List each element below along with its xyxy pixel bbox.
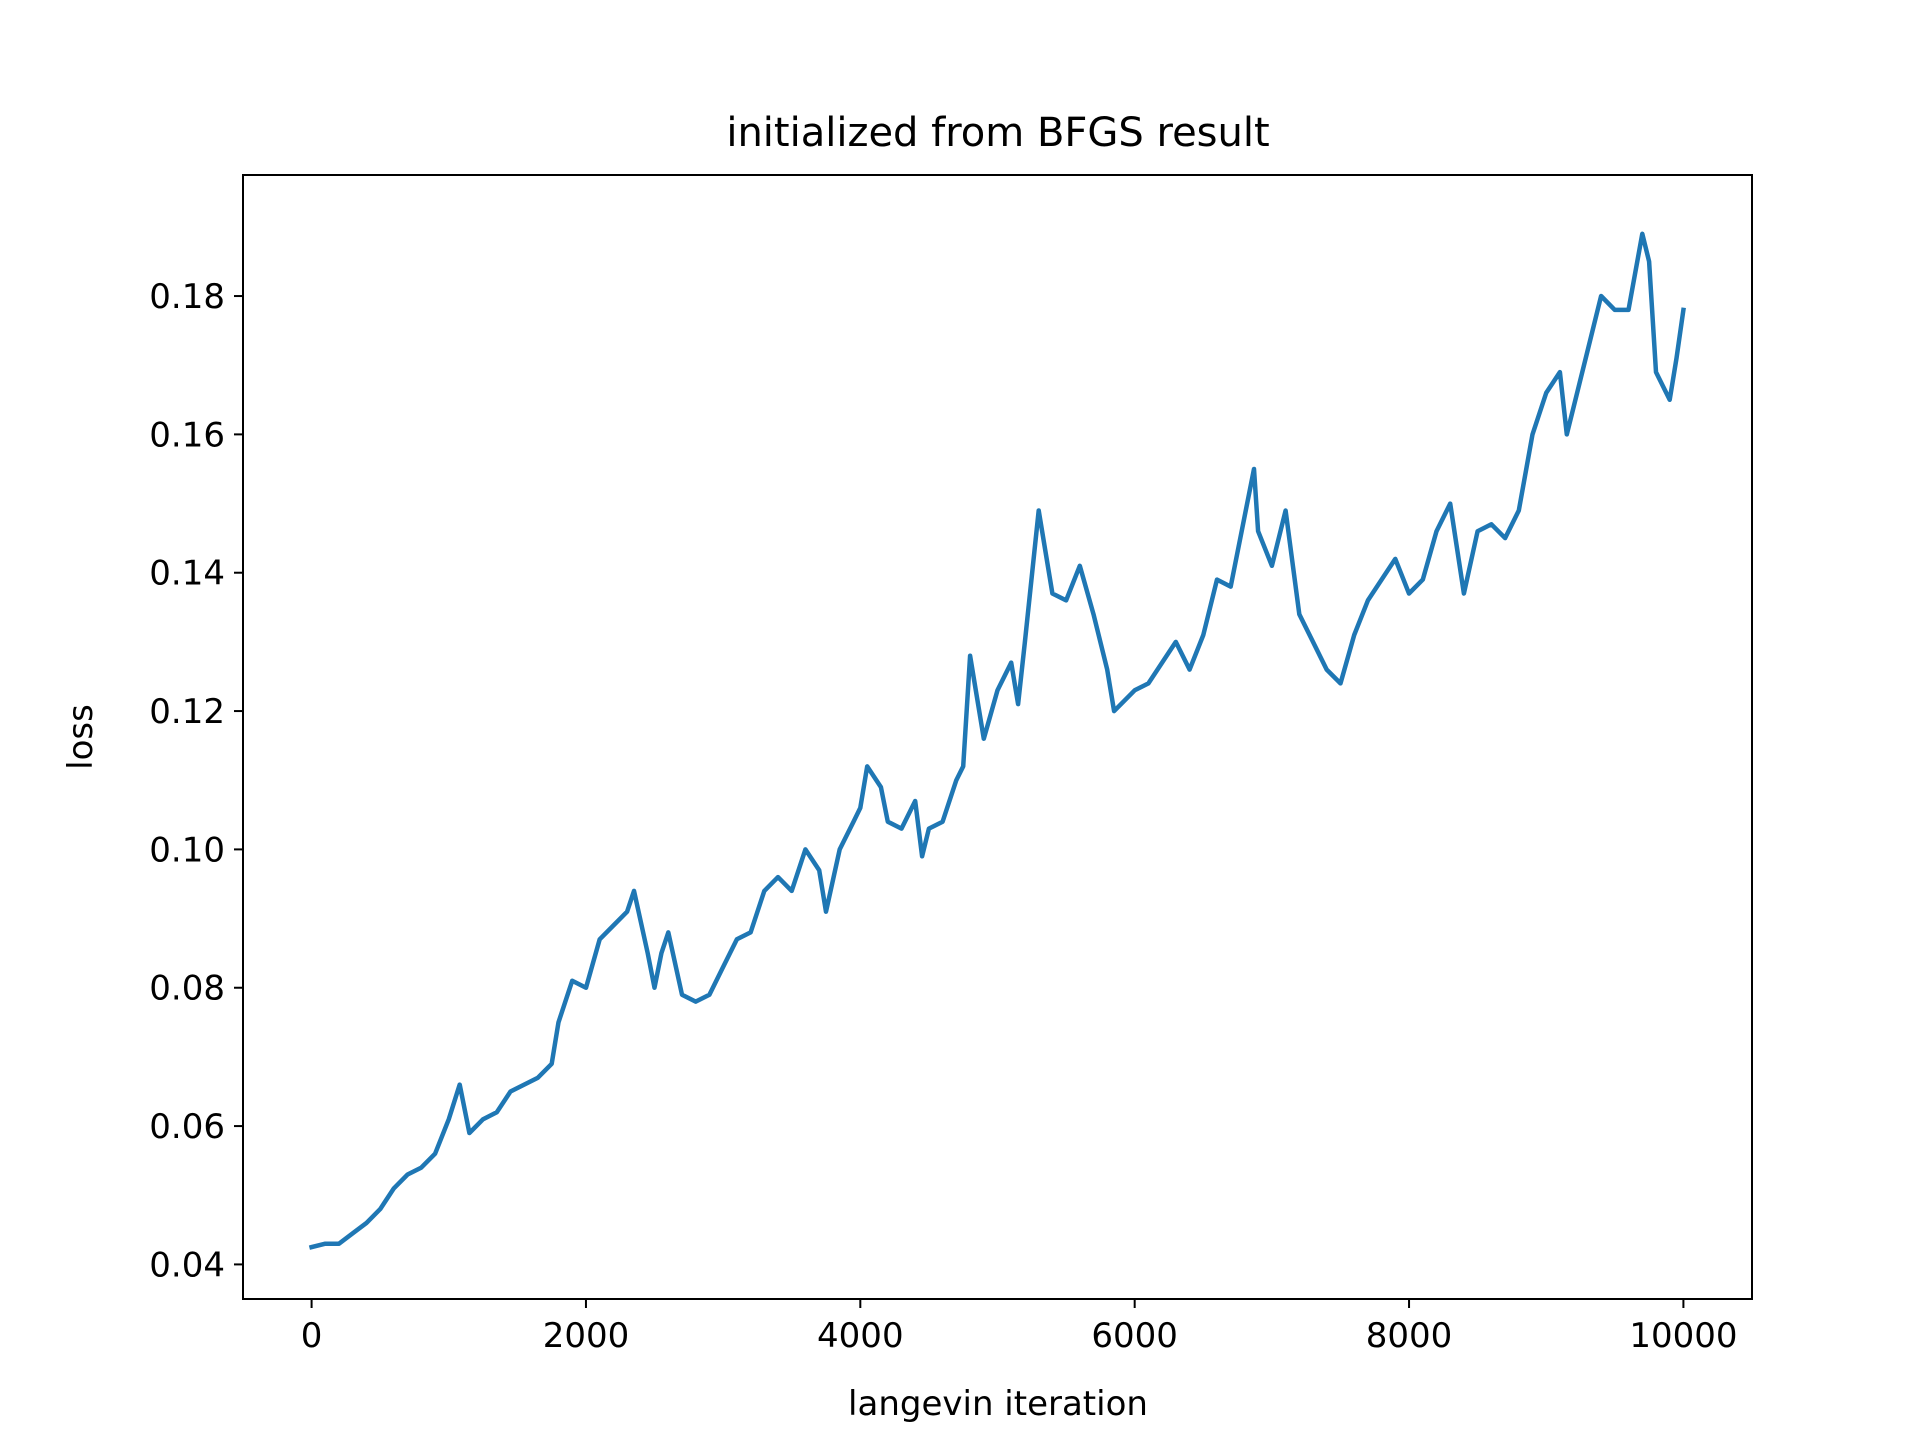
y-tick-label: 0.08	[149, 969, 225, 1009]
x-tick-label: 2000	[543, 1316, 630, 1356]
plot-area	[308, 231, 1686, 1250]
x-tick-label: 4000	[817, 1316, 904, 1356]
chart-title: initialized from BFGS result	[726, 110, 1269, 156]
y-tick-label: 0.16	[149, 415, 225, 455]
y-tick-label: 0.18	[149, 277, 225, 317]
x-axis-label: langevin iteration	[848, 1384, 1148, 1424]
series-line	[308, 231, 1686, 1250]
plot-frame	[242, 174, 1753, 1300]
x-axis: 0 2000 4000 6000 8000 10000	[301, 1299, 1737, 1356]
y-axis-label: loss	[61, 704, 101, 770]
y-tick-label: 0.04	[149, 1245, 225, 1285]
y-tick-label: 0.12	[149, 692, 225, 732]
y-tick-label: 0.06	[149, 1107, 225, 1147]
x-tick-label: 8000	[1366, 1316, 1453, 1356]
y-tick-label: 0.10	[149, 830, 225, 870]
y-tick-label: 0.14	[149, 554, 225, 594]
x-tick-label: 6000	[1091, 1316, 1178, 1356]
x-tick-label: 10000	[1629, 1316, 1737, 1356]
y-axis: 0.04 0.06 0.08 0.10 0.12 0.14 0.16 0.18	[149, 277, 243, 1285]
x-tick-label: 0	[301, 1316, 323, 1356]
